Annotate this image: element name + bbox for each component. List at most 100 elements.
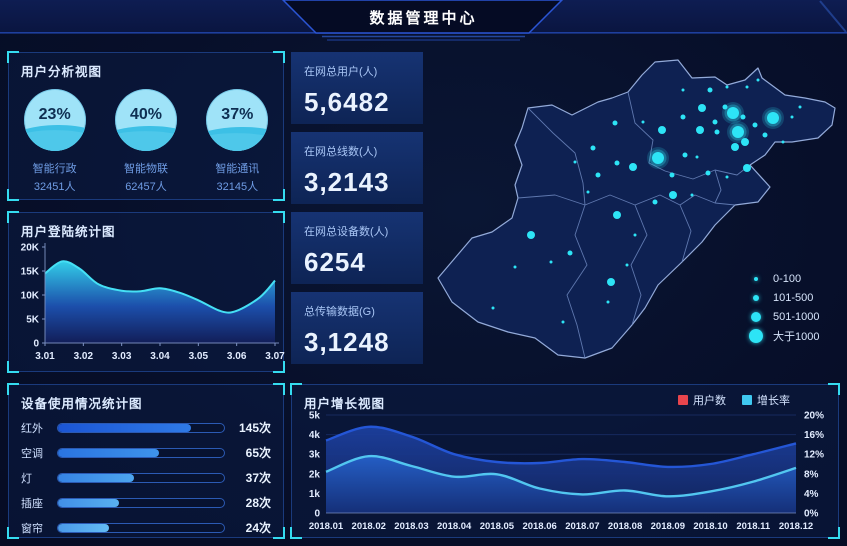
map-dot	[669, 191, 677, 199]
map-dot	[731, 143, 739, 151]
axis-tick-label: 2018.10	[693, 521, 727, 532]
gauge-liquid-highlight	[23, 127, 86, 151]
gauge-2: 37% 智能通讯 32145人	[194, 85, 280, 194]
bar-row: 窗帘 24次	[21, 515, 271, 540]
users-series-line	[325, 425, 797, 469]
gauge-label: 智能行政	[32, 163, 77, 175]
stat-value: 6254	[304, 247, 366, 277]
axis-tick-label: 0	[314, 509, 320, 520]
axis-tick-label: 12%	[804, 450, 824, 461]
axis-tick-label: 2018.12	[779, 521, 813, 532]
map-legend-item-2: 501-1000	[748, 307, 820, 326]
province-map	[437, 59, 836, 359]
map-dot	[781, 140, 785, 144]
bar-track	[57, 522, 225, 533]
corner-bracket-icon	[7, 189, 19, 201]
stat-value: 3,2143	[304, 167, 390, 197]
map-dot	[767, 112, 779, 124]
map-dot	[561, 320, 565, 324]
login-series-area	[45, 261, 275, 343]
map-dot	[573, 160, 577, 164]
map-dot	[612, 120, 618, 126]
map-dot	[756, 78, 760, 82]
axis-tick-label: 3k	[309, 450, 321, 461]
corner-bracket-icon	[7, 211, 19, 223]
axis-tick-label: 1k	[309, 489, 321, 500]
map-dot	[606, 300, 610, 304]
corner-bracket-icon	[273, 361, 285, 373]
bar-row: 插座 28次	[21, 490, 271, 515]
gauge-circle: 40%	[114, 89, 177, 151]
axis-tick-label: 2018.08	[608, 521, 642, 532]
axis-tick-label: 5K	[26, 315, 40, 326]
axis-tick-label: 3.03	[112, 351, 132, 362]
panel-title-user-analysis: 用户分析视图	[21, 65, 103, 79]
map-dot	[680, 114, 686, 120]
legend-item-growth-rate[interactable]: 增长率	[742, 392, 790, 408]
stat-card-column: 在网总用户(人) 5,6482 在网总线数(人) 3,2143 在网总设备数(人) 625…	[291, 52, 423, 364]
map-scatter-dots	[491, 78, 802, 324]
map-dot	[491, 306, 495, 310]
axis-tick-label: 2k	[309, 469, 321, 480]
axis-tick-label: 3.02	[74, 351, 94, 362]
legend-item-users[interactable]: 用户数	[678, 392, 726, 408]
axis-tick-label: 3.06	[227, 351, 247, 362]
gauge-label: 智能物联	[123, 163, 168, 175]
bar-row: 空调 65次	[21, 440, 271, 465]
map-dot	[669, 172, 675, 178]
corner-bracket-icon	[273, 51, 285, 63]
corner-bracket-icon	[7, 383, 19, 395]
corner-bracket-icon	[290, 527, 302, 539]
gauge-1: 40% 智能物联 62457人	[103, 85, 189, 194]
panel-title-login-stats: 用户登陆统计图	[21, 225, 116, 239]
gauge-count: 62457人	[125, 181, 167, 193]
stat-card-1: 在网总线数(人) 3,2143	[291, 132, 423, 204]
bar-value: 24次	[245, 521, 271, 535]
panel-user-growth: 用户增长视图 用户数 增长率 0 1k 2k 3k 4k 5k 0% 4% 8% 12% 16% 20%…	[290, 383, 840, 539]
corner-bracket-icon	[273, 211, 285, 223]
map-legend: 0-100 101-500 501-1000 大于1000	[748, 269, 820, 345]
axis-tick-label: 2018.03	[394, 521, 428, 532]
gauge-group: 23% 智能行政 32451人 40% 智能物联 62457人 37% 智能通讯 32145人	[9, 85, 283, 194]
gauge-percent: 23%	[38, 106, 71, 123]
bar-category: 灯	[21, 472, 32, 485]
legend-label: 用户数	[693, 395, 726, 407]
bar-track	[57, 472, 225, 483]
bar-row: 灯 37次	[21, 465, 271, 490]
region-map: 0-100 101-500 501-1000 大于1000	[425, 45, 839, 377]
map-dot	[613, 211, 621, 219]
header-banner	[0, 0, 847, 41]
gauge-circle: 23%	[23, 89, 86, 151]
stat-label: 在网总设备数(人)	[304, 226, 389, 238]
bar-fill	[58, 498, 120, 507]
stat-card-2: 在网总设备数(人) 6254	[291, 212, 423, 284]
bar-row: 红外 145次	[21, 415, 271, 440]
axis-tick-label: 20%	[804, 411, 824, 422]
axis-tick-label: 2018.07	[565, 521, 599, 532]
map-dot	[614, 160, 620, 166]
map-dot	[698, 104, 706, 112]
panel-login-stats: 用户登陆统计图 0 5K 10K 15K 20K 3.01 3.02 3.03 3.04 3.05…	[7, 211, 285, 373]
map-dot	[762, 132, 768, 138]
map-dot	[652, 199, 658, 205]
map-dot	[595, 172, 601, 178]
corner-bracket-icon	[273, 383, 285, 395]
bar-fill	[58, 448, 160, 457]
corner-bracket-icon	[290, 383, 302, 395]
map-dot	[732, 126, 744, 138]
map-dot	[725, 175, 729, 179]
map-dot	[725, 85, 729, 89]
gauge-circle: 37%	[206, 89, 269, 151]
bar-track	[57, 422, 225, 433]
map-dot	[549, 260, 553, 264]
axis-tick-label: 2018.09	[651, 521, 685, 532]
map-legend-dotbox	[748, 276, 764, 281]
stat-value: 5,6482	[304, 87, 390, 117]
map-dot	[798, 105, 802, 109]
map-legend-dot-icon	[751, 311, 761, 322]
axis-tick-label: 5k	[309, 411, 321, 422]
axis-tick-label: 8%	[804, 469, 819, 480]
map-dot	[658, 126, 666, 134]
panel-device-usage: 设备使用情况统计图 红外 145次 空调 65次灯 37次 插座 28次 窗帘 24次	[7, 383, 285, 540]
